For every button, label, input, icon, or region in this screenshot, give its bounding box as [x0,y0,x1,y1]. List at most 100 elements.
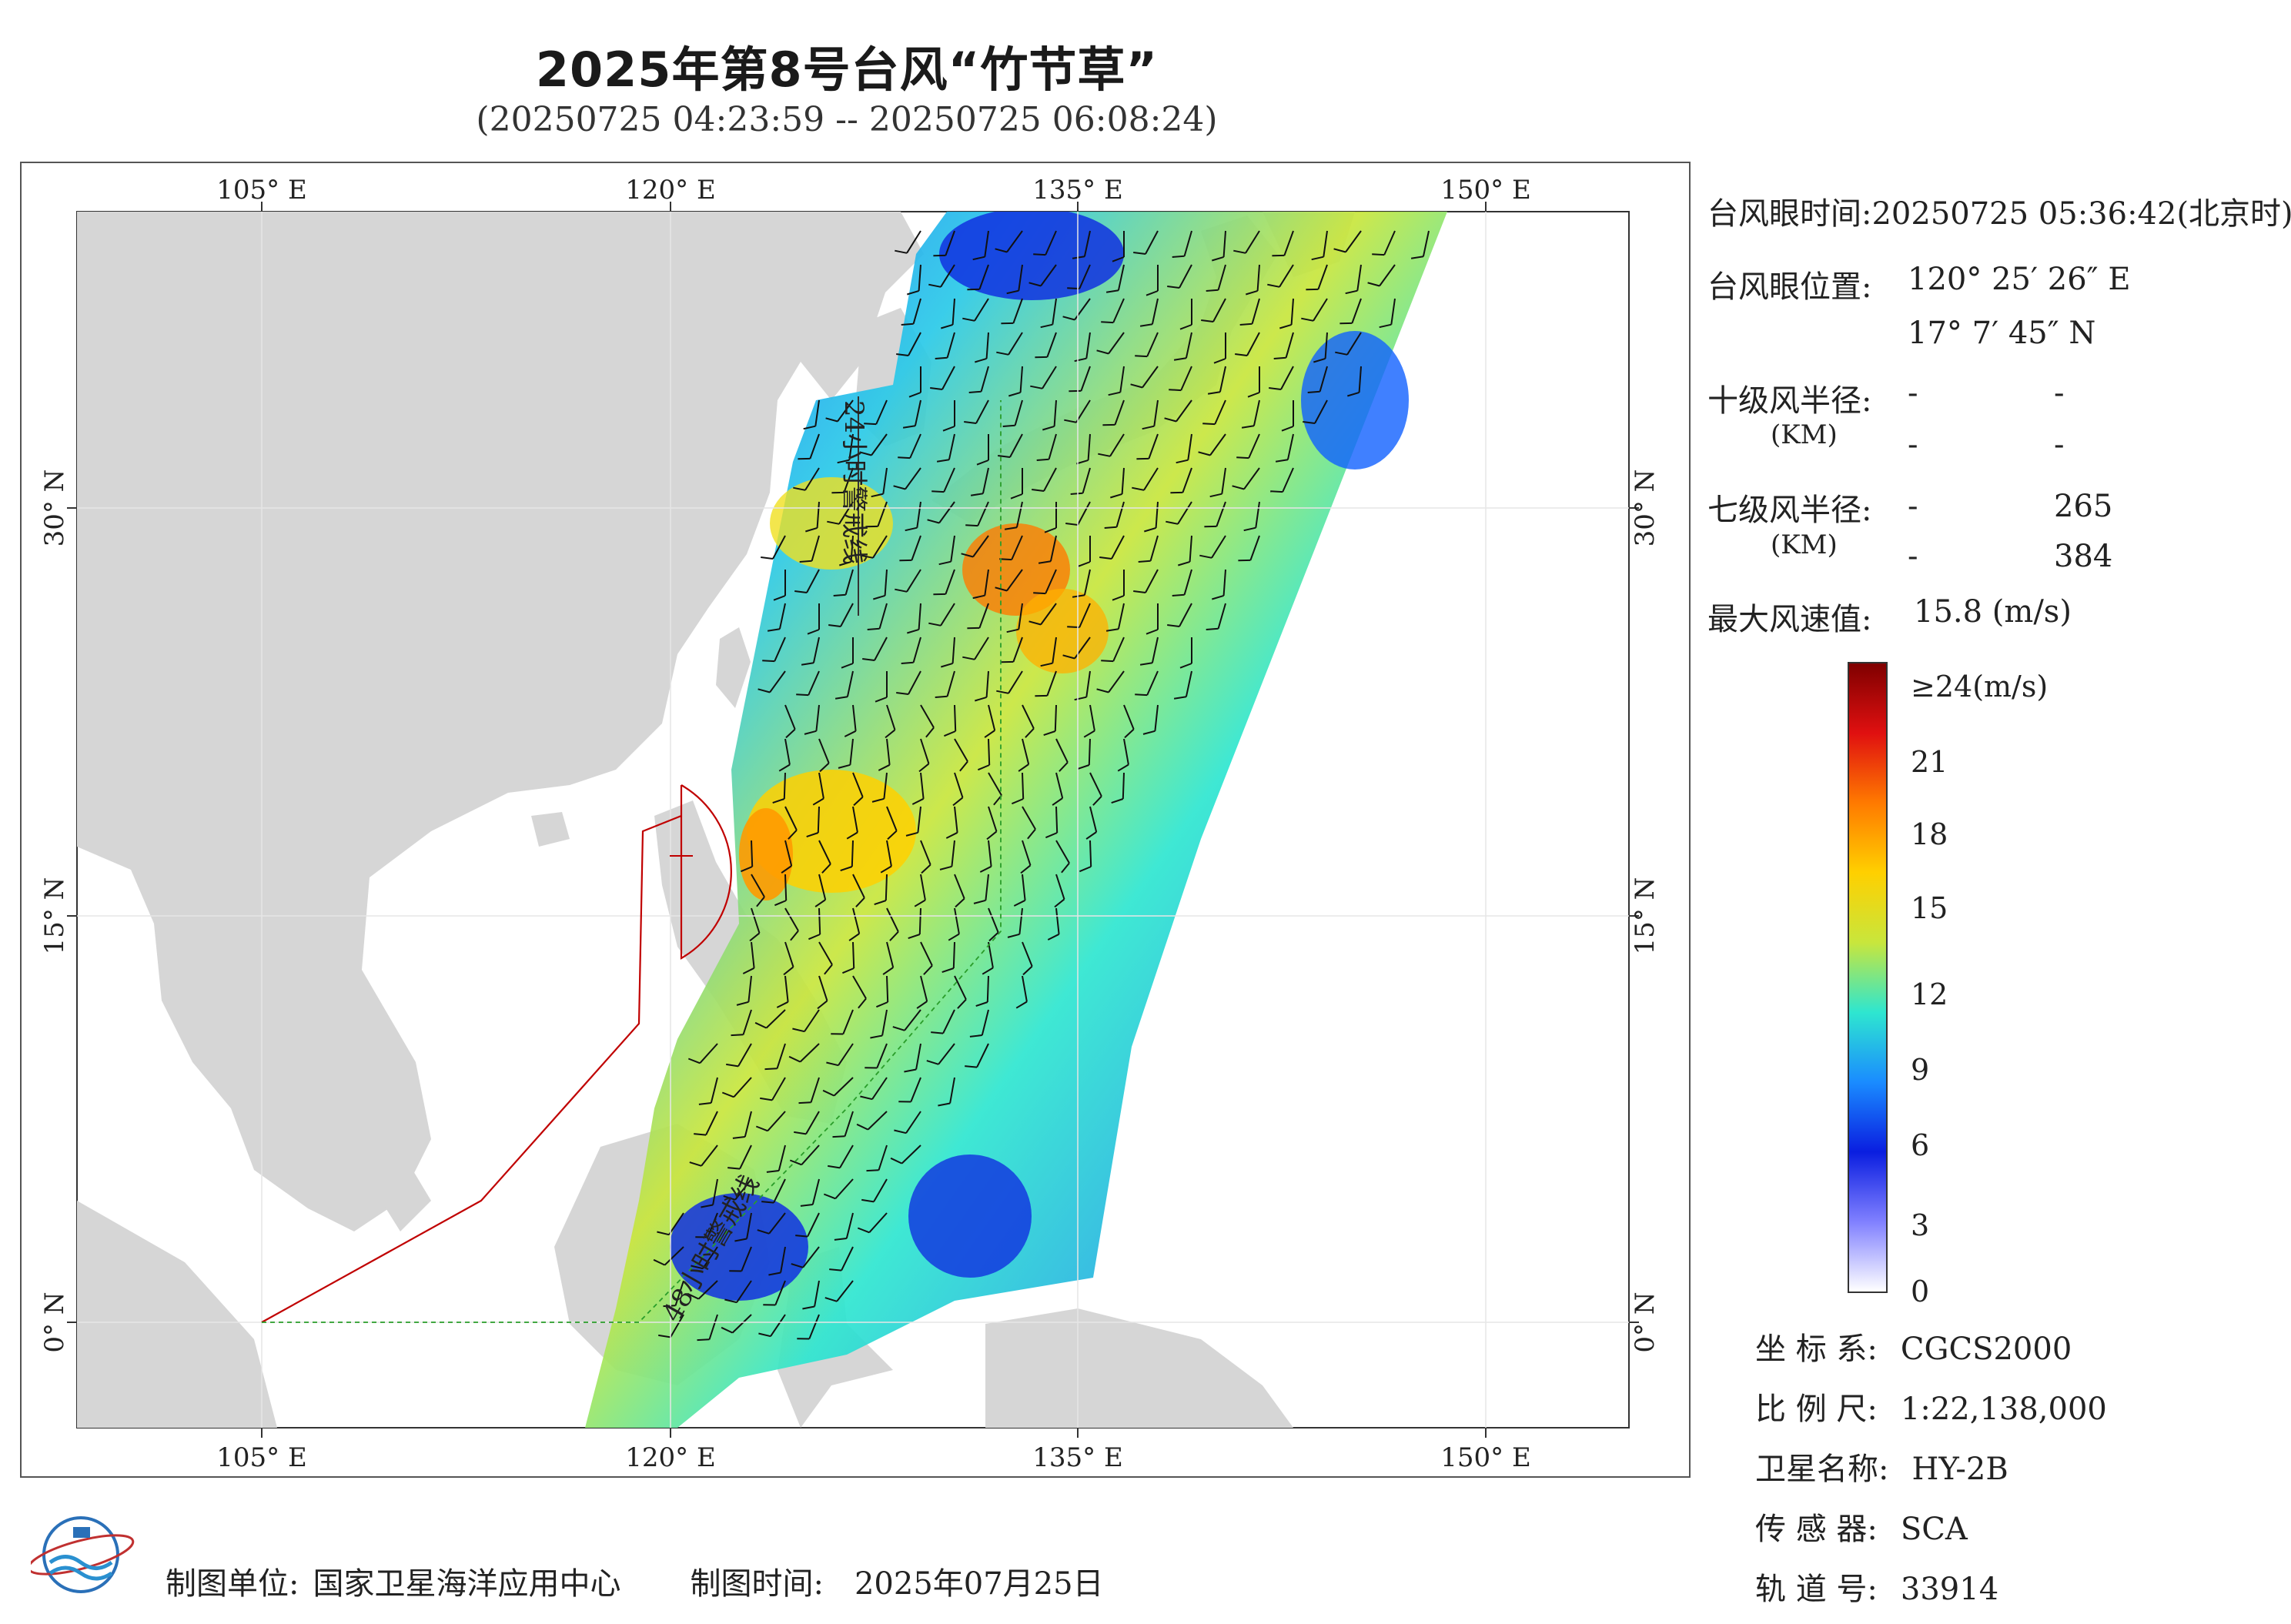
wind-barb [819,908,820,934]
wind-barb [1090,840,1091,867]
wind-barb-flag [1202,423,1215,424]
nsoas-logo-icon [31,1509,139,1601]
orbit-label: 轨 道 号: [1755,1572,1878,1607]
wind-barb-flag [762,660,774,661]
wind-barb-flag [799,1102,811,1103]
wind-barb [1089,739,1090,765]
wind-barb-flag [800,561,812,562]
colorbar-tick-15: 15 [1911,891,1948,925]
lat-label-15-right: 15° N [1630,877,1661,955]
wind-barb-flag [1172,595,1185,596]
wind-barb [887,976,888,1002]
lat-label-30-right: 30° N [1630,469,1661,547]
wind-barb-flag [935,358,948,359]
satellite-value: HY-2B [1911,1452,2008,1487]
wind-barb-flag [1308,392,1320,393]
wind-barb-flag [1169,389,1181,390]
high-wind-core [739,808,793,901]
colorbar-tick-24: ≥24(m/s) [1911,670,2048,703]
eye-time-value: 20250725 05:36:42(北京时) [1871,196,2291,232]
wind-speed-colorbar [1848,662,1888,1293]
satellite-label: 卫星名称: [1755,1452,1888,1487]
r7-value-1: - [1908,489,1918,524]
lon-label-120-bottom: 120° E [625,1442,716,1473]
r10-value-1: - [1908,376,1918,411]
lon-label-135-bottom: 135° E [1032,1442,1123,1473]
crs-label: 坐 标 系: [1755,1332,1878,1367]
wind-barb-flag [867,1170,879,1171]
track-label-24h: 24小时警戒线 [838,400,869,564]
wind-barb [954,942,955,968]
eye-time-row: 台风眼时间:20250725 05:36:42(北京时) [1707,189,2291,233]
lat-label-0-left: 0° N [39,1292,70,1352]
map-time-label: 制图时间: [690,1566,823,1602]
sensor-value: SCA [1901,1512,1968,1547]
wind-barb [818,807,819,833]
lon-label-105-bottom: 105° E [216,1442,307,1473]
wind-barb-flag [1172,256,1185,257]
r10-unit: (KM) [1771,419,1838,450]
lat-label-15-left: 15° N [39,877,70,955]
wind-barb-flag [697,1339,710,1340]
wind-barb-flag [1135,694,1147,695]
wind-barb-flag [1139,561,1151,562]
wind-barb-flag [1206,629,1219,630]
r10-value-2: - [2054,376,2065,411]
wind-barb [751,840,752,867]
wind-barb-flag [1372,254,1384,255]
lon-label-120-top: 120° E [625,175,716,206]
wind-barb-flag [868,629,880,630]
r10-label: 十级风半径: [1707,376,1871,420]
wind-barb-flag [898,457,910,458]
lon-label-150-top: 150° E [1440,175,1531,206]
eye-longitude: 120° 25′ 26″ E [1908,262,2131,297]
lon-label-105-top: 105° E [216,175,307,206]
wind-barb [785,874,786,901]
wind-barb-flag [1236,457,1249,458]
orbit-value: 33914 [1901,1572,1998,1607]
eye-latitude: 17° 7′ 45″ N [1908,316,2095,351]
max-wind-value: 15.8 (m/s) [1914,594,2072,630]
eye-position-label: 台风眼位置: [1707,262,1871,306]
wind-barb-flag [1240,324,1253,325]
wind-barb-flag [931,491,944,492]
wind-barb-flag [1270,491,1283,492]
colorbar-tick-12: 12 [1911,977,1948,1011]
scale-value: 1:22,138,000 [1901,1392,2107,1427]
wind-barb-flag [833,1136,845,1137]
colorbar-tick-6: 6 [1911,1128,1929,1162]
wind-barb [1056,807,1057,833]
wind-barb-flag [1037,459,1049,460]
wind-barb [852,840,853,867]
eye-time-label: 台风眼时间: [1707,196,1871,232]
wind-barb [1123,773,1124,799]
crs-value: CGCS2000 [1901,1332,2072,1367]
low-wind-patch [1301,331,1409,469]
wind-barb [886,874,887,901]
wind-barb-flag [969,392,982,393]
wind-barb [1055,705,1056,731]
maker-label: 制图单位: [166,1566,299,1602]
wind-barb [920,908,921,934]
lon-label-150-bottom: 150° E [1440,1442,1531,1473]
colorbar-tick-9: 9 [1911,1053,1929,1087]
wind-barb [784,773,785,799]
wind-barb-flag [965,525,978,526]
lat-label-0-right: 0° N [1630,1292,1661,1352]
r7-value-4: 384 [2054,539,2112,574]
wind-barb-flag [1274,358,1286,359]
wind-barb-flag [901,324,914,325]
wind-barb-flag [731,1034,744,1035]
r7-label: 七级风半径: [1707,485,1871,530]
wind-barb-flag [1206,290,1219,291]
wind-barb-flag [834,595,846,596]
colorbar-tick-3: 3 [1911,1208,1929,1242]
wind-barb-flag [765,1068,778,1069]
r10-value-3: - [1908,427,1918,463]
wind-barb [853,942,854,968]
wind-barb [1022,773,1023,799]
wind-barb-flag [1033,254,1045,255]
wind-barb [988,739,989,765]
colorbar-tick-0: 0 [1911,1275,1929,1308]
footer: 制图单位:国家卫星海洋应用中心制图时间:2025年07月25日 [166,1559,1104,1603]
